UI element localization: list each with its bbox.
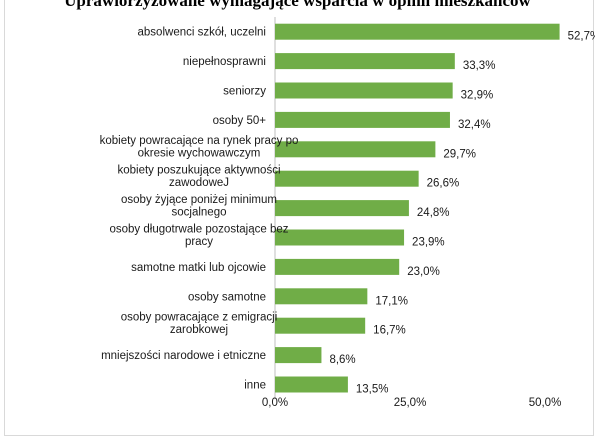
x-tick-label-0: 0,0% — [262, 397, 288, 409]
bar-3 — [275, 111, 450, 128]
category-label-7-line-1: pracy — [185, 236, 213, 248]
value-label-11: 8,6% — [329, 354, 355, 366]
value-label-2: 32,9% — [461, 90, 494, 102]
category-label-2: seniorzy — [223, 86, 266, 98]
bar-9 — [275, 288, 368, 305]
x-tick-label-1: 25,0% — [394, 397, 427, 409]
bar-1 — [275, 53, 455, 70]
category-label-6-line-1: socjalnego — [172, 206, 227, 218]
value-label-6: 24,8% — [417, 207, 450, 219]
value-label-7: 23,9% — [412, 237, 445, 249]
value-label-10: 16,7% — [373, 325, 406, 337]
bar-7 — [275, 229, 405, 246]
category-label-8: samotne matki lub ojcowie — [131, 262, 266, 274]
category-label-6-line-0: osoby żyjące poniżej minimum — [121, 194, 277, 206]
category-label-9: osoby samotne — [188, 291, 266, 303]
category-label-4-line-1: okresie wychowawczym — [138, 148, 261, 160]
bar-8 — [275, 258, 400, 275]
value-label-3: 32,4% — [458, 119, 491, 131]
category-label-0: absolwenci szkół, uczelni — [138, 27, 266, 39]
value-label-0: 52,7% — [568, 31, 595, 43]
chart-title: Uprawiorzyzowane wymagające wsparcia w o… — [64, 0, 531, 10]
category-label-5-line-0: kobiety poszukujące aktywności — [118, 164, 281, 176]
chart-frame — [4, 0, 594, 436]
category-label-10-line-1: zarobkowej — [170, 324, 228, 336]
value-label-5: 26,6% — [427, 178, 460, 190]
bar-11 — [275, 347, 322, 364]
value-label-9: 17,1% — [375, 295, 408, 307]
value-label-4: 29,7% — [443, 148, 476, 160]
category-label-10-line-0: osoby powracające z emigracji — [121, 311, 278, 323]
bar-4 — [275, 141, 436, 158]
value-label-8: 23,0% — [407, 266, 440, 278]
bar-0 — [275, 23, 560, 40]
bar-10 — [275, 317, 366, 334]
category-label-1: niepełnosprawni — [183, 56, 266, 68]
category-label-5-line-1: zawodoweJ — [169, 177, 229, 189]
value-label-12: 13,5% — [356, 384, 389, 396]
bar-5 — [275, 170, 419, 187]
bar-2 — [275, 82, 453, 99]
bar-6 — [275, 200, 409, 217]
category-label-7-line-0: osoby długotrwale pozostające bez — [109, 223, 288, 235]
value-label-1: 33,3% — [463, 60, 496, 72]
category-label-4-line-0: kobiety powracające na rynek pracy po — [100, 135, 299, 147]
category-label-3: osoby 50+ — [213, 115, 267, 127]
category-label-11: mniejszości narodowe i etniczne — [101, 350, 266, 362]
x-tick-label-2: 50,0% — [529, 397, 562, 409]
category-label-12: inne — [244, 380, 266, 392]
bar-12 — [275, 376, 348, 393]
